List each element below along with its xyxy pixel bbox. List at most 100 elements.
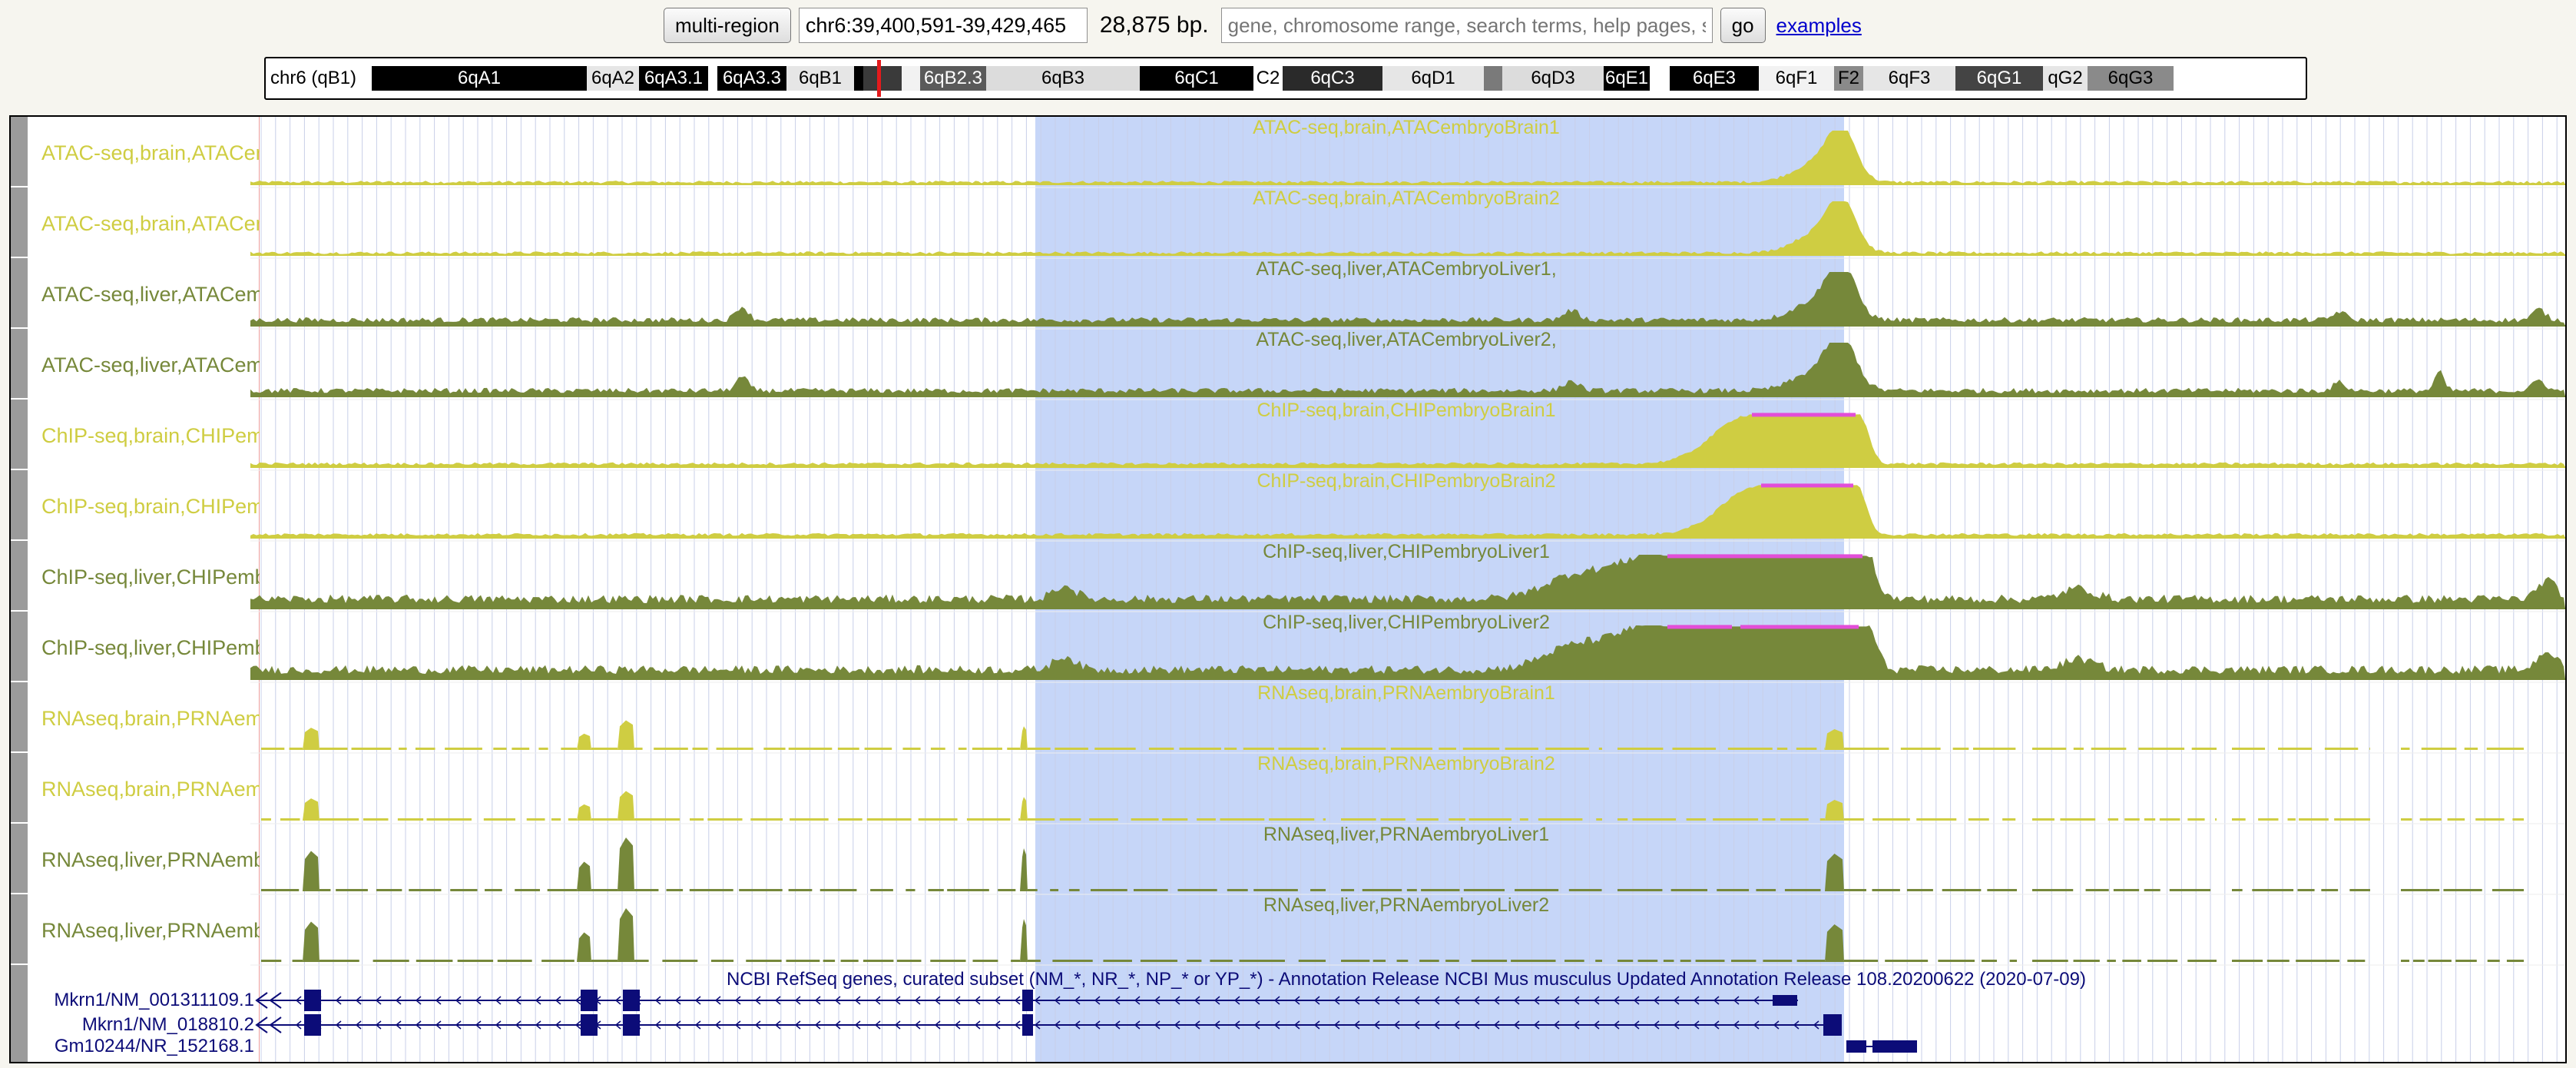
gene-track[interactable]: NCBI RefSeq genes, curated subset (NM_*,… [255, 969, 2086, 1053]
coverage-segment [1776, 748, 1788, 750]
track-label[interactable]: RNAseq,liver,PRNAembryoLiver1 [41, 848, 260, 871]
track-config-button[interactable] [11, 258, 28, 329]
track[interactable]: ChIP-seq,brain,CHIPembryoBrain1 [250, 400, 2565, 471]
gene-model[interactable] [1846, 1040, 1917, 1053]
track-label[interactable]: ChIP-seq,brain,CHIPembryoBrain1 [41, 424, 260, 447]
ideogram-band[interactable]: 6qC3 [1283, 66, 1382, 91]
track[interactable]: ChIP-seq,liver,CHIPembryoLiver2 [250, 612, 2565, 683]
gene-label[interactable]: Mkrn1/NM_001311109.1 [54, 990, 254, 1010]
ideogram-band[interactable]: 6qG3 [2088, 66, 2174, 91]
ideogram-band[interactable] [1484, 66, 1502, 91]
ideogram-band[interactable]: 6qB3 [986, 66, 1140, 91]
ideogram-band[interactable]: 6qA2 [587, 66, 639, 91]
coverage-segment [2122, 960, 2141, 962]
track[interactable]: RNAseq,brain,PRNAembryoBrain2 [250, 753, 2565, 824]
strand-chevron [1074, 996, 1081, 1005]
track-config-button[interactable] [11, 400, 28, 470]
gene-model[interactable] [255, 1014, 1842, 1036]
track[interactable]: RNAseq,liver,PRNAembryoLiver2 [250, 894, 2565, 966]
position-input[interactable] [798, 8, 1088, 43]
go-button[interactable]: go [1720, 8, 1766, 43]
coverage-segment [1463, 889, 1505, 891]
multi-region-button[interactable]: multi-region [664, 8, 791, 43]
track-label[interactable]: ATAC-seq,brain,ATACembryoBrain1 [41, 141, 260, 164]
ideogram-band[interactable]: F2 [1834, 66, 1863, 91]
track[interactable]: ATAC-seq,liver,ATACembryoLiver1, [250, 258, 2565, 330]
ideogram-band[interactable]: 6qG1 [1955, 66, 2043, 91]
strand-chevron [475, 996, 482, 1005]
track-label[interactable]: ATAC-seq,liver,ATACembryoLiver1 [41, 283, 260, 306]
track[interactable]: ChIP-seq,liver,CHIPembryoLiver1 [250, 541, 2565, 612]
ideogram-band[interactable]: 6qB1 [786, 66, 854, 91]
track[interactable]: ATAC-seq,liver,ATACembryoLiver2, [250, 329, 2565, 400]
track[interactable]: ATAC-seq,brain,ATACembryoBrain1 [250, 117, 2565, 188]
ideogram-band[interactable]: 6qA3.3 [717, 66, 786, 91]
ideogram-band[interactable]: 6qB2.3 [920, 66, 986, 91]
coverage-segment [2334, 818, 2370, 821]
coverage-segment [692, 748, 708, 750]
track-label[interactable]: RNAseq,brain,PRNAembryoBrain2 [41, 778, 260, 801]
track-config-button[interactable] [11, 187, 28, 258]
track-data-canvas[interactable]: ATAC-seq,brain,ATACembryoBrain1 ATAC-seq,… [250, 117, 2565, 1062]
ideogram-band[interactable] [902, 66, 920, 91]
track[interactable]: ChIP-seq,brain,CHIPembryoBrain2 [250, 470, 2565, 542]
ideogram-band[interactable]: 6qC1 [1140, 66, 1253, 91]
track-config-button[interactable] [11, 117, 28, 187]
track-label[interactable]: ATAC-seq,brain,ATACembryoBrain2 [41, 212, 260, 235]
track[interactable]: ATAC-seq,brain,ATACembryoBrain2 [250, 187, 2565, 259]
track-config-button[interactable] [11, 329, 28, 400]
track-label[interactable]: ChIP-seq,liver,CHIPembryoLiver1 [41, 566, 260, 589]
track-config-button[interactable] [11, 612, 28, 682]
strand-chevron [435, 996, 442, 1005]
track-config-button[interactable] [11, 682, 28, 753]
ideogram-band[interactable]: C2 [1253, 66, 1283, 91]
track-config-button[interactable] [11, 753, 28, 824]
strand-chevron [1813, 1020, 1819, 1030]
ideogram-band[interactable]: qG2 [2043, 66, 2088, 91]
search-input[interactable] [1220, 8, 1713, 43]
track-config-button[interactable] [11, 541, 28, 612]
coverage-segment [416, 960, 453, 962]
gene-label[interactable]: Mkrn1/NM_018810.2 [81, 1014, 254, 1035]
strand-chevron [1553, 996, 1560, 1005]
coverage-segment [634, 748, 643, 750]
track-config-button[interactable] [11, 965, 28, 1062]
ideogram-band[interactable] [854, 66, 863, 91]
ideogram-band[interactable]: 6qA1 [372, 66, 587, 91]
ideogram-band[interactable]: 6qE3 [1670, 66, 1759, 91]
chromosome-ideogram[interactable]: chr6 (qB1) 6qA1 6qA2 6qA3.1 6qA3.3 6qB1 6qB2.… [264, 57, 2307, 100]
region-size-text: 28,875 bp. [1099, 12, 1209, 38]
coverage-segment [1844, 889, 1866, 891]
strand-chevron [1553, 1020, 1560, 1030]
track-label[interactable]: ChIP-seq,brain,CHIPembryoBrain2 [41, 495, 260, 518]
strand-chevron [834, 996, 841, 1005]
ideogram-band[interactable]: 6qD3 [1502, 66, 1604, 91]
coverage-segment [1103, 960, 1132, 962]
track[interactable]: RNAseq,liver,PRNAembryoLiver1 [250, 824, 2565, 895]
examples-link[interactable]: examples [1776, 13, 1862, 37]
track-config-button[interactable] [11, 470, 28, 541]
exon [1022, 990, 1033, 1011]
track-display-panel[interactable]: ATAC-seq,brain,ATACembryoBrain1 ATAC-seq,… [9, 115, 2567, 1063]
track[interactable]: RNAseq,brain,PRNAembryoBrain1 [250, 682, 2565, 754]
ideogram-band[interactable] [708, 66, 717, 91]
ideogram-band[interactable] [863, 66, 902, 91]
ideogram-band[interactable] [1650, 66, 1670, 91]
ideogram-band[interactable]: 6qD1 [1382, 66, 1484, 91]
track-config-button[interactable] [11, 824, 28, 894]
strand-chevron [335, 996, 342, 1005]
track-label[interactable]: RNAseq,liver,PRNAembryoLiver2 [41, 919, 260, 942]
track-title: ChIP-seq,liver,CHIPembryoLiver1 [1263, 541, 1550, 562]
track-label[interactable]: ChIP-seq,liver,CHIPembryoLiver2 [41, 636, 260, 659]
gene-model[interactable] [255, 990, 1798, 1011]
strand-chevron [1693, 996, 1700, 1005]
ideogram-band[interactable]: 6qF3 [1863, 66, 1955, 91]
ideogram-band[interactable]: 6qA3.1 [639, 66, 708, 91]
track-config-button[interactable] [11, 894, 28, 965]
ideogram-band[interactable]: 6qE1 [1604, 66, 1650, 91]
gene-label[interactable]: Gm10244/NR_152168.1 [54, 1036, 254, 1056]
track-label[interactable]: RNAseq,brain,PRNAembryoBrain1 [41, 707, 260, 730]
ideogram-band[interactable]: 6qF1 [1759, 66, 1834, 91]
strand-chevron [1094, 996, 1101, 1005]
track-label[interactable]: ATAC-seq,liver,ATACembryoLiver2 [41, 353, 260, 376]
